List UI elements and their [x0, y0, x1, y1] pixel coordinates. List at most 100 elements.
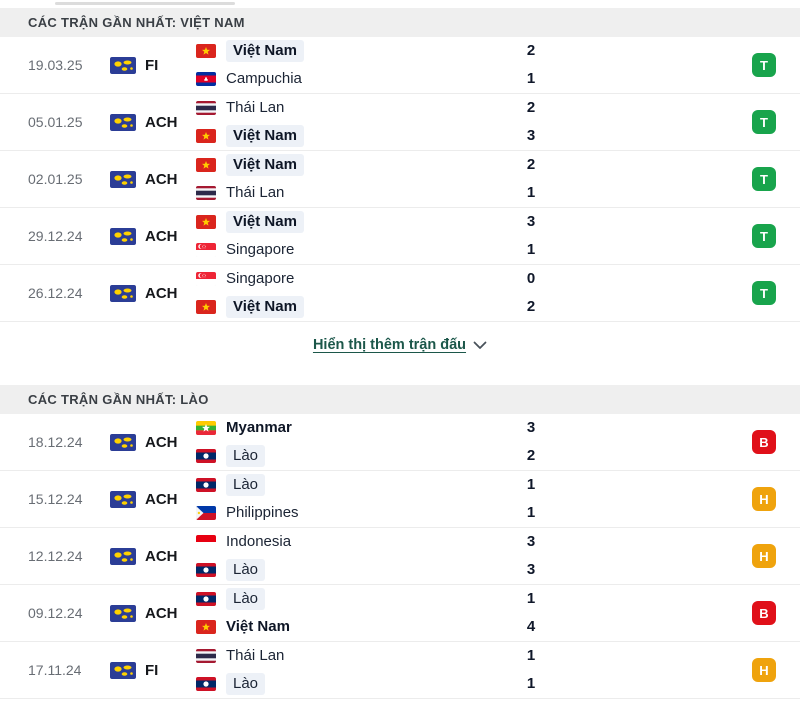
competition-cell: ACH — [110, 547, 196, 565]
away-score: 1 — [526, 241, 536, 258]
teams-cell: Thái Lan Việt Nam — [196, 94, 513, 150]
team-name: Campuchia — [226, 70, 302, 87]
world-map-flag-icon — [110, 56, 136, 74]
match-date: 19.03.25 — [28, 57, 83, 73]
team-name: Indonesia — [226, 533, 292, 550]
world-map-flag-icon — [110, 113, 136, 131]
world-map-flag-icon — [110, 547, 136, 565]
match-row[interactable]: 12.12.24 ACH Indonesia Lào 3 3 H — [0, 528, 800, 585]
competition-label: ACH — [145, 227, 178, 245]
result-cell: B — [549, 601, 800, 625]
laos-flag-icon — [196, 563, 216, 577]
team-name: Singapore — [226, 241, 295, 258]
team-line: Lào — [196, 556, 513, 584]
match-row[interactable]: 09.12.24 ACH Lào Việt Nam 1 4 B — [0, 585, 800, 642]
team-line: Lào — [196, 442, 513, 470]
match-row[interactable]: 19.03.25 FI Việt Nam Campuchia 2 1 T — [0, 37, 800, 94]
match-row[interactable]: 05.01.25 ACH Thái Lan Việt Nam 2 3 T — [0, 94, 800, 151]
team-line: Việt Nam — [196, 293, 513, 321]
competition-label: ACH — [145, 490, 178, 508]
section-header: CÁC TRẬN GẦN NHẤT: VIỆT NAM — [0, 8, 800, 37]
away-score: 1 — [526, 504, 536, 521]
show-more-label: Hiển thị thêm trận đấu — [312, 337, 467, 353]
team-name: Việt Nam — [226, 40, 304, 62]
competition-label: FI — [145, 56, 159, 74]
indonesia-flag-icon — [196, 535, 216, 549]
home-score: 3 — [526, 419, 536, 436]
world-map-flag-icon — [110, 661, 136, 679]
team-line: Campuchia — [196, 65, 513, 93]
show-more-link[interactable]: Hiển thị thêm trận đấu — [313, 337, 487, 353]
result-cell: T — [549, 167, 800, 191]
competition-cell: FI — [110, 56, 196, 74]
match-date: 02.01.25 — [28, 171, 83, 187]
singapore-flag-icon — [196, 243, 216, 257]
teams-cell: Việt Nam Singapore — [196, 208, 513, 264]
team-line: Lào — [196, 585, 513, 613]
team-line: Việt Nam — [196, 122, 513, 150]
competition-cell: ACH — [110, 284, 196, 302]
competition-cell: ACH — [110, 227, 196, 245]
away-score: 2 — [526, 447, 536, 464]
singapore-flag-icon — [196, 272, 216, 286]
laos-flag-icon — [196, 478, 216, 492]
home-score: 1 — [526, 590, 536, 607]
result-badge: H — [752, 544, 776, 568]
match-row[interactable]: 29.12.24 ACH Việt Nam Singapore 3 1 T — [0, 208, 800, 265]
team-line: Việt Nam — [196, 613, 513, 641]
myanmar-flag-icon — [196, 421, 216, 435]
team-line: Lào — [196, 670, 513, 698]
team-name: Thái Lan — [226, 99, 285, 116]
teams-cell: Singapore Việt Nam — [196, 265, 513, 321]
result-cell: H — [549, 544, 800, 568]
team-name: Thái Lan — [226, 184, 285, 201]
competition-label: ACH — [145, 604, 178, 622]
match-row[interactable]: 18.12.24 ACH Myanmar Lào 3 2 B — [0, 414, 800, 471]
away-score: 4 — [526, 618, 536, 635]
away-score: 1 — [526, 675, 536, 692]
team-name: Lào — [226, 673, 266, 695]
team-line: Philippines — [196, 499, 513, 527]
competition-cell: ACH — [110, 604, 196, 622]
match-row[interactable]: 15.12.24 ACH Lào Philippines 1 1 H — [0, 471, 800, 528]
match-row[interactable]: 17.11.24 FI Thái Lan Lào 1 1 H — [0, 642, 800, 699]
team-name: Singapore — [226, 270, 295, 287]
result-cell: T — [549, 281, 800, 305]
world-map-flag-icon — [110, 490, 136, 508]
world-map-flag-icon — [110, 433, 136, 451]
competition-cell: ACH — [110, 113, 196, 131]
competition-cell: ACH — [110, 170, 196, 188]
team-name: Lào — [226, 474, 266, 496]
home-score: 0 — [526, 270, 536, 287]
result-badge: T — [752, 53, 776, 77]
teams-cell: Lào Việt Nam — [196, 585, 513, 641]
match-row[interactable]: 26.12.24 ACH Singapore Việt Nam 0 2 T — [0, 265, 800, 322]
team-name: Thái Lan — [226, 647, 285, 664]
match-date: 15.12.24 — [28, 491, 83, 507]
teams-cell: Việt Nam Campuchia — [196, 37, 513, 93]
world-map-flag-icon — [110, 604, 136, 622]
vietnam-flag-icon — [196, 620, 216, 634]
show-more-row: Hiển thị thêm trận đấu — [0, 322, 800, 368]
match-date: 17.11.24 — [28, 662, 82, 678]
vietnam-flag-icon — [196, 158, 216, 172]
scroll-remnant-line — [55, 2, 235, 5]
home-score: 3 — [526, 533, 536, 550]
team-line: Singapore — [196, 236, 513, 264]
vietnam-flag-icon — [196, 129, 216, 143]
result-badge: T — [752, 167, 776, 191]
team-line: Thái Lan — [196, 179, 513, 207]
team-line: Việt Nam — [196, 208, 513, 236]
result-badge: B — [752, 601, 776, 625]
match-row[interactable]: 02.01.25 ACH Việt Nam Thái Lan 2 1 T — [0, 151, 800, 208]
result-cell: T — [549, 53, 800, 77]
competition-cell: ACH — [110, 490, 196, 508]
result-cell: H — [549, 487, 800, 511]
